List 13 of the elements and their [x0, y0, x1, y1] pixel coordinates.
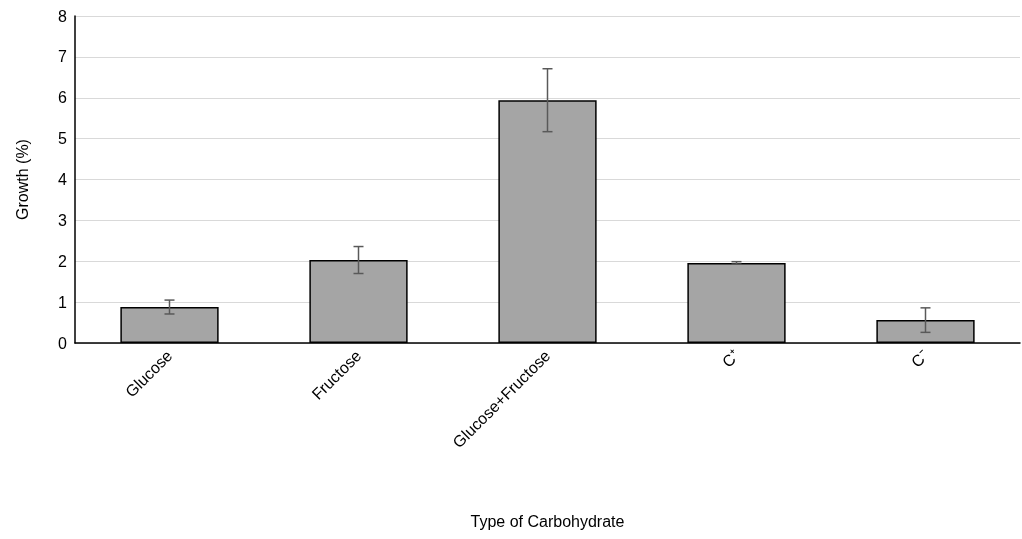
- y-tick-label: 5: [58, 130, 68, 148]
- y-tick-label: 2: [58, 252, 68, 270]
- x-tick-label: C⁻: [907, 346, 932, 371]
- y-tick-label: 7: [58, 48, 68, 66]
- y-tick-label: 0: [58, 334, 68, 352]
- x-tick-label: C⁺: [718, 346, 743, 371]
- y-tick-label: 6: [58, 89, 68, 107]
- y-tick-label: 4: [58, 171, 68, 188]
- y-tick-label: 1: [58, 293, 68, 311]
- x-axis-title: Type of Carbohydrate: [470, 512, 625, 530]
- y-tick-label: 8: [58, 7, 68, 25]
- y-axis-title: Growth (%): [13, 139, 31, 220]
- y-tick-label: 3: [58, 211, 68, 229]
